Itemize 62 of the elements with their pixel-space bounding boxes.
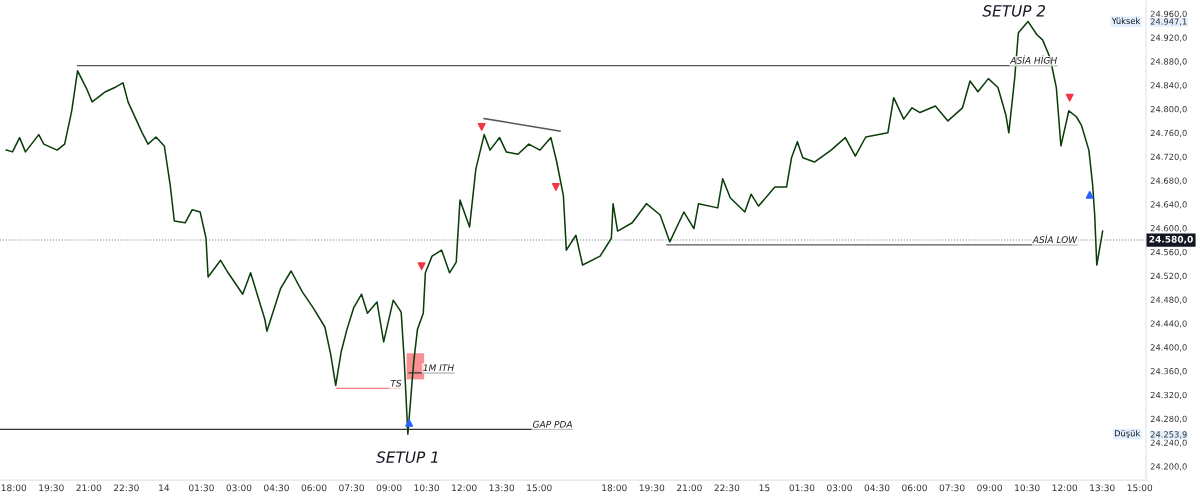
x-tick-label: 15: [759, 484, 770, 492]
y-tick-label: 24.480,0: [1150, 296, 1187, 304]
y-tick-label: 24.840,0: [1150, 82, 1187, 90]
y-tick-label: 24.920,0: [1150, 34, 1187, 42]
x-tick-label: 10:30: [1015, 484, 1040, 492]
series-label: GAP PDA: [532, 420, 572, 428]
series-label: ASİA LOW: [1032, 234, 1078, 244]
x-tick-label: 06:00: [902, 484, 927, 492]
x-tick-label: 18:00: [1, 484, 27, 492]
y-tick-label: 24.640,0: [1150, 201, 1187, 209]
x-tick-label: 06:00: [301, 484, 327, 492]
y-tick-label: 24.560,0: [1150, 248, 1187, 257]
series-label: ASİA HİGH: [1009, 55, 1057, 64]
y-tick-label: 24.280,0: [1150, 415, 1187, 423]
y-tick-label: 24.440,0: [1150, 320, 1187, 328]
x-tick-label: 01:30: [189, 484, 214, 492]
y-tick-label: 24.240,0: [1150, 439, 1187, 447]
y-tick-label: 24.600,0: [1150, 225, 1187, 233]
y-tick-label: 24.800,0: [1150, 105, 1187, 114]
y-tick-label: 24.960,0: [1150, 10, 1187, 18]
x-tick-label: 07:30: [339, 484, 364, 492]
x-tick-label: 04:30: [264, 484, 289, 492]
y-tick-label: 24.947,1: [1150, 18, 1187, 26]
x-tick-label: 10:30: [414, 484, 440, 492]
series-label: TS: [390, 379, 402, 387]
x-tick-label: 18:00: [602, 484, 627, 492]
y-tick-label: 24.760,0: [1150, 129, 1187, 137]
annotation: Düşük: [1114, 429, 1141, 438]
annotation: SETUP 2: [982, 5, 1046, 17]
x-tick-label: 09:00: [977, 484, 1003, 492]
x-tick-label: 19:30: [39, 484, 64, 492]
x-tick-label: 22:30: [714, 484, 740, 492]
annotation: SETUP 1: [376, 451, 438, 463]
y-tick-label: 24.253,9: [1150, 431, 1187, 439]
x-tick-label: 15:00: [527, 484, 552, 492]
x-tick-label: 15:00: [1127, 484, 1153, 492]
x-tick-label: 13:30: [489, 484, 515, 492]
x-tick-label: 19:30: [639, 484, 665, 492]
x-tick-label: 03:00: [226, 484, 252, 492]
y-tick-label: 24.720,0: [1150, 153, 1187, 161]
series-label: 1M ITH: [423, 364, 454, 371]
x-tick-label: 21:00: [76, 484, 102, 492]
y-tick-label: 24.200,0: [1150, 463, 1187, 471]
y-tick-label: 24.360,0: [1150, 368, 1187, 376]
x-tick-label: 14: [159, 484, 170, 492]
annotation: Yüksek: [1111, 17, 1141, 25]
y-tick-label: 24.680,0: [1150, 177, 1187, 185]
x-tick-label: 12:00: [1052, 484, 1078, 492]
x-tick-label: 03:00: [827, 484, 852, 492]
x-tick-label: 07:30: [939, 484, 965, 492]
y-tick-label: 24.520,0: [1150, 272, 1187, 280]
y-tick-label: 24.320,0: [1150, 391, 1187, 400]
x-tick-label: 12:00: [452, 484, 477, 492]
ref-line-label: 24.580,0: [1149, 235, 1193, 244]
x-tick-label: 13:30: [1090, 484, 1115, 492]
x-tick-label: 09:00: [376, 484, 402, 492]
x-tick-label: 01:30: [789, 484, 815, 492]
x-tick-label: 21:00: [677, 484, 702, 492]
x-tick-label: 22:30: [114, 484, 139, 492]
y-tick-label: 24.400,0: [1150, 344, 1187, 352]
y-tick-label: 24.880,0: [1150, 58, 1187, 66]
x-tick-label: 04:30: [864, 484, 890, 492]
